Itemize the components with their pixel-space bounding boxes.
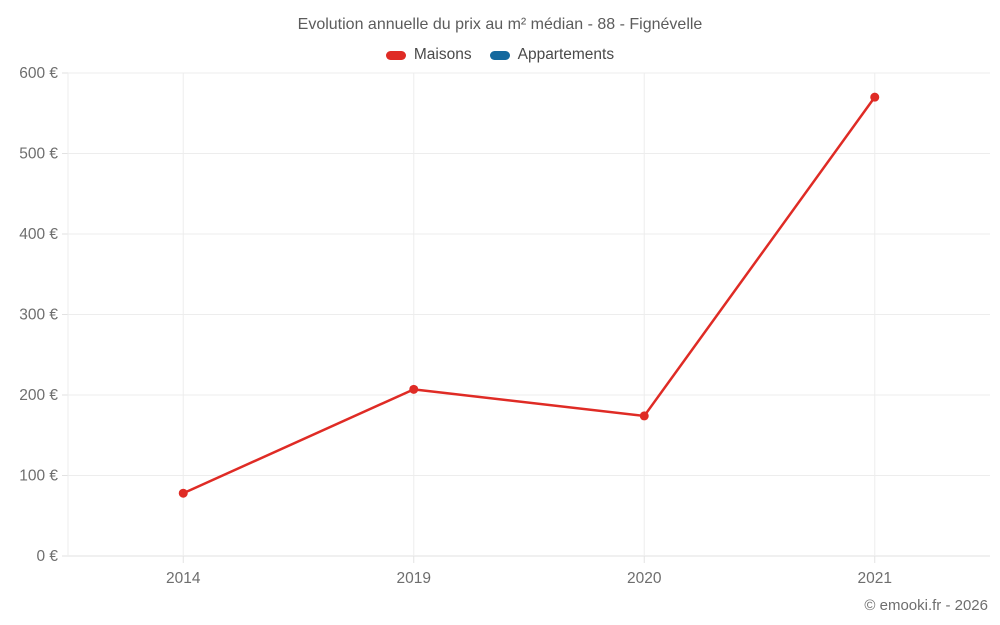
x-axis-label: 2020 (627, 570, 662, 587)
maisons-swatch (385, 50, 406, 60)
legend-item-appartements[interactable]: Appartements (489, 46, 615, 64)
y-axis-label: 200 € (19, 387, 58, 404)
data-point-maisons-2021[interactable] (870, 92, 880, 102)
data-point-maisons-2020[interactable] (639, 411, 649, 421)
legend-label-appartements: Appartements (517, 46, 615, 63)
y-axis-label: 100 € (19, 468, 58, 485)
y-axis-label: 600 € (19, 65, 58, 82)
data-point-maisons-2019[interactable] (409, 384, 419, 394)
y-axis-label: 500 € (19, 146, 58, 163)
series-line-maisons (182, 95, 876, 495)
x-axis-label: 2021 (858, 570, 892, 587)
appartements-swatch (489, 50, 510, 60)
y-axis-label: 400 € (19, 226, 58, 243)
y-axis-label: 300 € (19, 307, 58, 324)
data-point-maisons-2014[interactable] (178, 488, 188, 498)
legend-label-maisons: Maisons (413, 46, 472, 63)
chart-legend: Maisons Appartements (0, 46, 1000, 64)
legend-item-maisons[interactable]: Maisons (385, 46, 472, 64)
x-axis-label: 2019 (397, 570, 431, 587)
copyright-text: © emooki.fr - 2026 (864, 597, 988, 614)
chart-title: Evolution annuelle du prix au m² médian … (297, 16, 703, 33)
x-axis-label: 2014 (166, 570, 201, 587)
y-axis-label: 0 € (36, 548, 58, 565)
